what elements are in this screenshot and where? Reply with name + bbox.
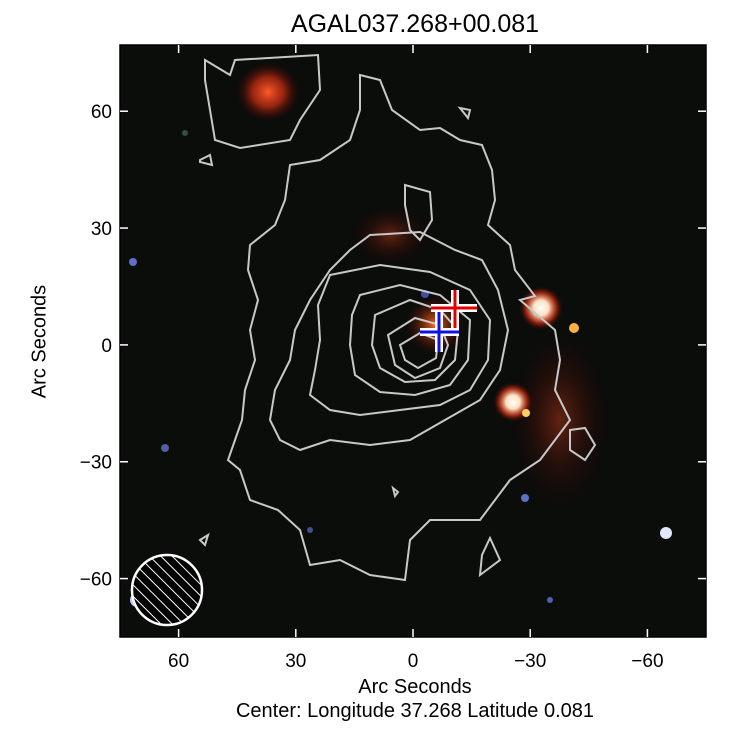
x-tick-label: −30 [514,651,546,672]
center-caption: Center: Longitude 37.268 Latitude 0.081 [235,700,595,722]
y-tick-label: 0 [101,336,112,357]
red-cross-marker [431,290,477,329]
x-tick-label: 60 [168,651,189,672]
y-tick-label: 60 [91,102,112,123]
x-tick-label: 30 [285,651,306,672]
x-tick-label: −60 [631,651,663,672]
y-tick-label: −30 [80,453,112,474]
x-axis-label: Arc Seconds [358,676,472,698]
contours [198,53,597,582]
y-tick-label: 30 [91,219,112,240]
chart-title: AGAL037.268+00.081 [290,10,540,38]
beam-marker [130,553,204,627]
sky-image [120,45,706,637]
blue-cross-marker [420,312,459,352]
x-tick-label: 0 [408,651,419,672]
y-tick-label: −60 [80,570,112,591]
